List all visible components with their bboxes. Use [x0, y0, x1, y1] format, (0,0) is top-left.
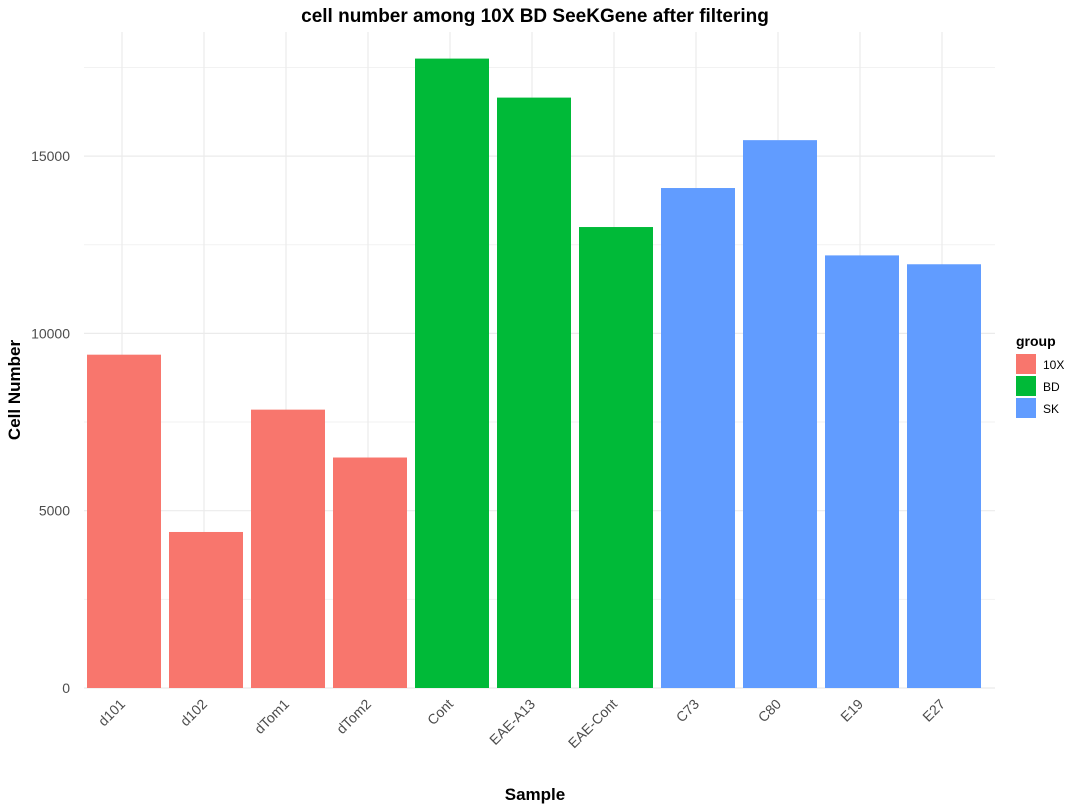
legend-label-10X: 10X [1043, 358, 1064, 372]
x-tick-label: C73 [673, 696, 703, 726]
y-tick-label: 5000 [39, 503, 70, 519]
bar-E19 [825, 255, 899, 688]
bar-dTom1 [251, 409, 325, 688]
x-tick-label: E19 [837, 696, 866, 725]
chart-title: cell number among 10X BD SeeKGene after … [301, 6, 769, 27]
x-tick-label: dTom1 [251, 696, 292, 737]
legend-swatch-BD [1016, 376, 1036, 396]
legend-title: group [1016, 333, 1056, 349]
bar-EAE-Cont [579, 227, 653, 688]
y-tick-label: 0 [62, 680, 70, 696]
bar-d102 [169, 531, 243, 688]
y-tick-label: 15000 [31, 148, 70, 164]
bar-EAE-A13 [497, 97, 571, 689]
x-tick-label: d102 [177, 696, 210, 729]
y-axis-title: Cell Number [5, 340, 24, 441]
y-tick-label: 10000 [31, 325, 70, 341]
bar-d101 [87, 354, 161, 688]
x-tick-label: dTom2 [333, 696, 374, 737]
x-tick-label: Cont [424, 696, 456, 728]
bar-E27 [907, 264, 981, 688]
x-axis-ticks: d101 d102 dTom1 dTom2 Cont EAE-A13 EAE-Cont C73… [95, 696, 948, 751]
x-tick-label: EAE-A13 [486, 696, 538, 748]
bar-Cont [415, 58, 489, 688]
x-tick-label: E27 [919, 696, 948, 725]
legend: group 10X BD SK [1016, 333, 1064, 418]
legend-swatch-SK [1016, 398, 1036, 418]
bar-C80 [743, 140, 817, 688]
y-axis-ticks: 0 5000 10000 15000 [31, 148, 70, 696]
x-tick-label: C80 [755, 696, 785, 726]
legend-label-BD: BD [1043, 380, 1060, 394]
bar-C73 [661, 188, 735, 689]
x-axis-title: Sample [505, 785, 565, 804]
bars [87, 58, 981, 689]
legend-label-SK: SK [1043, 402, 1059, 416]
x-tick-label: d101 [95, 696, 128, 729]
bar-dTom2 [333, 457, 407, 688]
legend-swatch-10X [1016, 354, 1036, 374]
x-tick-label: EAE-Cont [565, 696, 620, 751]
